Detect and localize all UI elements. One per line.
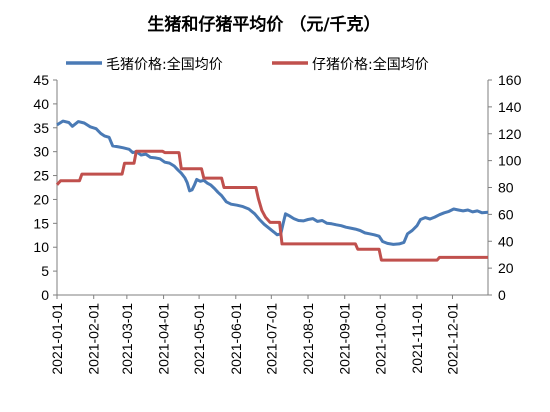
series-lines [55, 119, 489, 262]
left-y-tick-label: 0 [41, 287, 49, 303]
x-tick-label: 2021-10-01 [372, 303, 388, 375]
left-y-tick-label: 40 [33, 96, 49, 112]
left-y-tick-label: 30 [33, 144, 49, 160]
x-tick-label: 2021-09-01 [337, 303, 353, 375]
series-line-hog-price [56, 119, 489, 246]
left-y-tick-label: 20 [33, 191, 49, 207]
x-tick-label: 2021-11-01 [409, 303, 425, 374]
x-tick-label: 2021-05-01 [191, 303, 207, 375]
right-y-tick-label: 40 [498, 233, 514, 249]
x-tick-label: 2021-12-01 [444, 303, 460, 375]
chart-title: 生猪和仔猪平均价 （元/千克） [147, 14, 380, 35]
left-y-tick-label: 35 [33, 120, 49, 136]
right-y-tick-label: 0 [498, 287, 506, 303]
left-y-tick-label: 15 [33, 215, 49, 231]
x-tick-label: 2021-02-01 [86, 303, 102, 375]
right-y-tick-label: 20 [498, 260, 514, 276]
left-y-tick-label: 10 [33, 239, 49, 255]
series-line-piglet-price [55, 149, 488, 262]
right-y-tick-label: 120 [498, 126, 522, 142]
x-tick-label: 2021-06-01 [228, 303, 244, 375]
x-tick-label: 2021-01-01 [49, 303, 65, 375]
x-tick-label: 2021-08-01 [300, 303, 316, 375]
right-y-tick-label: 60 [498, 206, 514, 222]
right-y-tick-label: 160 [498, 72, 522, 88]
axes: 0 5 10 15 20 25 30 35 40 45 0 20 40 60 80 100 120 140 160 2… [33, 72, 521, 375]
right-y-tick-label: 80 [498, 180, 514, 196]
right-y-tick-label: 100 [498, 153, 522, 169]
right-y-tick-label: 140 [498, 99, 522, 115]
left-y-tick-label: 45 [33, 72, 49, 88]
legend-label-hog-price: 毛猪价格:全国均价 [106, 56, 223, 73]
left-y-tick-label: 5 [41, 263, 49, 279]
legend-label-piglet-price: 仔猪价格:全国均价 [312, 56, 429, 73]
x-tick-label: 2021-03-01 [119, 303, 135, 375]
x-tick-label: 2021-07-01 [263, 303, 279, 375]
x-tick-label: 2021-04-01 [156, 303, 172, 375]
left-y-tick-label: 25 [33, 168, 49, 184]
legend: 毛猪价格:全国均价 仔猪价格:全国均价 [66, 56, 429, 73]
